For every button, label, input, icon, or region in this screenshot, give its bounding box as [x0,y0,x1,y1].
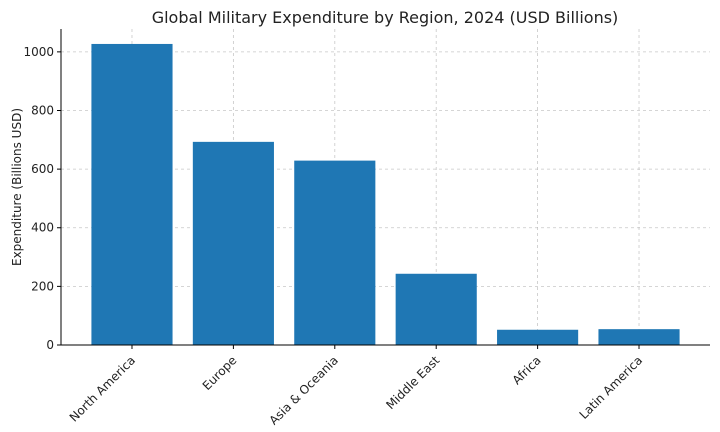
x-tick-label: North America [67,353,138,424]
chart-title: Global Military Expenditure by Region, 2… [152,8,619,27]
bar-north-america [91,43,173,346]
y-tick-label: 800 [31,103,54,117]
y-tick-label: 600 [31,162,54,176]
bars [91,43,680,346]
y-axis-label: Expenditure (Billions USD) [10,108,24,266]
x-tick-label: Latin America [577,353,646,422]
y-tick-label: 0 [46,338,54,352]
y-tick-label: 400 [31,221,54,235]
bar-middle-east [395,273,477,345]
y-tick-label: 200 [31,279,54,293]
bar-africa [497,329,579,345]
x-tick-label: Middle East [383,353,442,412]
x-tick-label: Africa [510,353,544,387]
bar-asia-oceania [294,160,376,345]
bar-latin-america [598,329,680,345]
x-tick-label: Europe [200,353,240,393]
bar-europe [192,141,274,345]
y-tick-label: 1000 [23,45,54,59]
x-tick-label: Asia & Oceania [267,353,341,427]
